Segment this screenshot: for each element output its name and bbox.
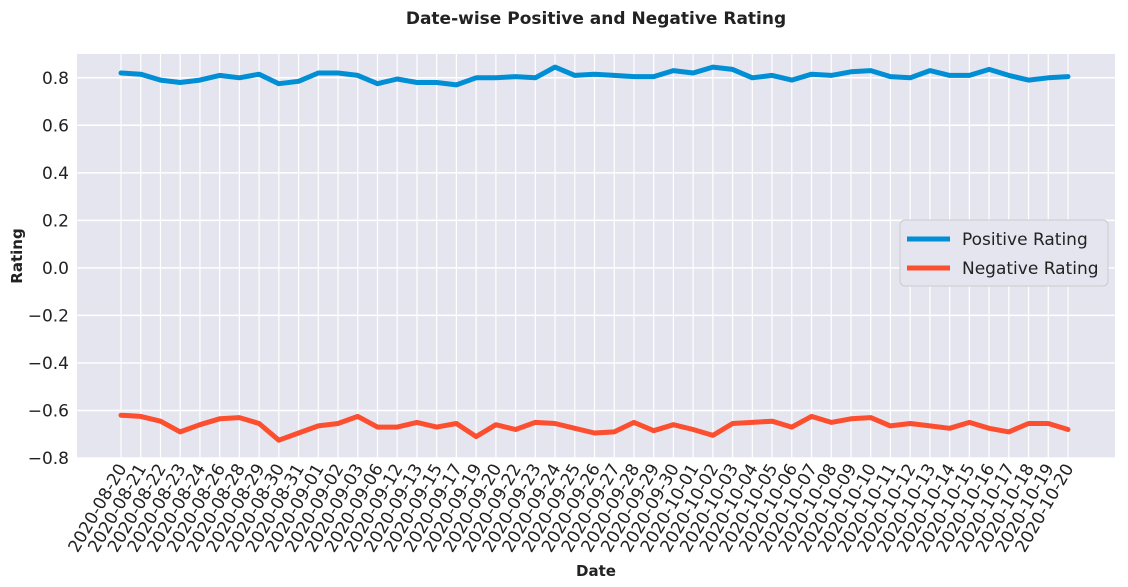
y-tick-label: 0.0	[42, 259, 69, 279]
y-tick-label: 0.6	[42, 116, 69, 136]
y-tick-label: −0.4	[28, 354, 69, 374]
series-lines	[118, 64, 1071, 443]
y-axis-label: Rating	[8, 228, 26, 283]
y-axis-ticks: 0.8 0.6 0.4 0.2 0.0 −0.2 −0.4 −0.6 −0.8	[28, 69, 69, 469]
legend-label-negative: Negative Rating	[962, 259, 1099, 279]
y-tick-label: 0.4	[42, 164, 69, 184]
series-line-positive	[118, 64, 1071, 88]
x-axis-label: Date	[576, 562, 616, 580]
y-tick-label: 0.2	[42, 211, 69, 231]
y-tick-label: −0.8	[28, 449, 69, 469]
x-axis-ticks: 2020-08-202020-08-212020-08-222020-08-23…	[65, 461, 1079, 557]
legend: Positive Rating Negative Rating	[899, 219, 1109, 287]
y-tick-label: −0.6	[28, 401, 69, 421]
legend-label-positive: Positive Rating	[962, 230, 1088, 250]
y-tick-label: 0.8	[42, 69, 69, 89]
legend-box	[899, 219, 1109, 287]
series-line-negative	[118, 412, 1071, 443]
y-tick-label: −0.2	[28, 306, 69, 326]
grid-lines	[77, 54, 1115, 459]
chart-title: Date-wise Positive and Negative Rating	[406, 9, 786, 29]
